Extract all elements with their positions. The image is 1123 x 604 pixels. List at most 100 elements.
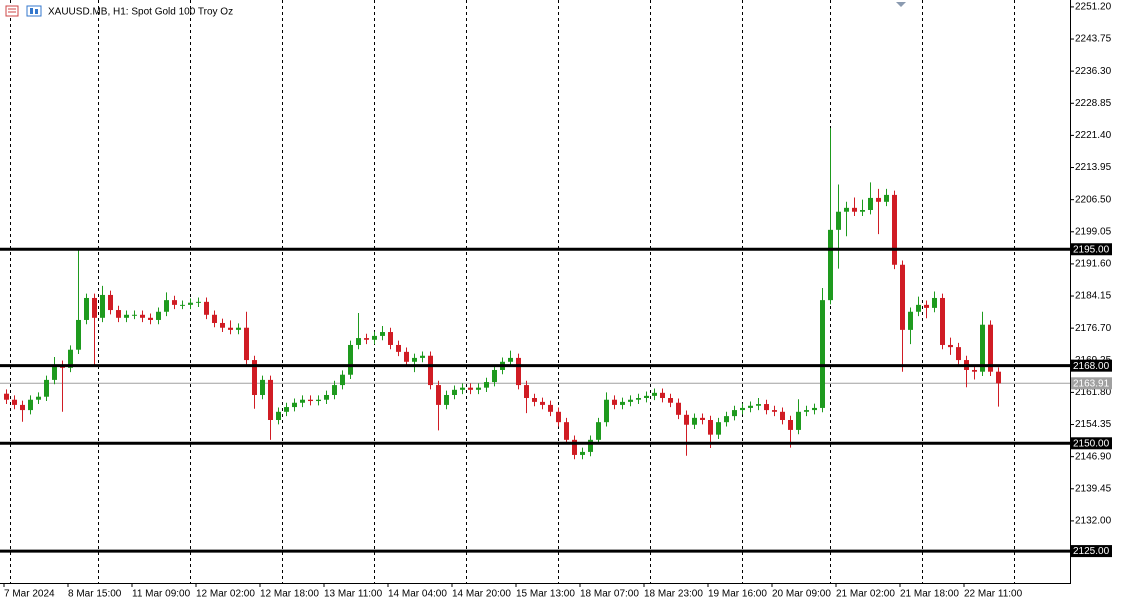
candle-body — [956, 347, 961, 361]
candle-body — [428, 355, 433, 386]
candle-body — [588, 439, 593, 452]
candle-body — [132, 314, 137, 316]
candle-body — [92, 297, 97, 318]
candle-body — [516, 357, 521, 386]
x-tick-label: 18 Mar 23:00 — [644, 589, 703, 600]
candle-body — [332, 385, 337, 395]
candle-body — [380, 332, 385, 336]
candle-body — [308, 399, 313, 402]
last-price-label: 2163.91 — [1073, 378, 1110, 389]
candle-body — [564, 422, 569, 440]
candle-body — [148, 317, 153, 320]
candle-body — [52, 364, 57, 380]
period-separators — [10, 0, 1015, 583]
candle-body — [356, 338, 361, 345]
candle-body — [252, 360, 257, 395]
y-tick-label: 2199.05 — [1075, 226, 1112, 237]
y-tick-label: 2236.30 — [1075, 66, 1112, 77]
candle-body — [12, 399, 17, 405]
shift-marker[interactable] — [896, 2, 906, 7]
candle-body — [868, 197, 873, 211]
candle-body — [980, 324, 985, 372]
candle-body — [396, 344, 401, 352]
candle-body — [580, 451, 585, 455]
candle-body — [268, 379, 273, 421]
candle-body — [796, 411, 801, 430]
candle-body — [820, 300, 825, 408]
level-label: 2125.00 — [1073, 546, 1110, 557]
candle-body — [692, 417, 697, 425]
candle-body — [316, 399, 321, 402]
candle-body — [524, 385, 529, 399]
candle-body — [540, 401, 545, 405]
candle-body — [44, 379, 49, 397]
x-tick-label: 18 Mar 07:00 — [580, 589, 639, 600]
candle-body — [36, 396, 41, 400]
y-tick-label: 2243.75 — [1075, 34, 1112, 45]
candle-body — [900, 264, 905, 330]
candle-body — [388, 332, 393, 345]
candle-body — [708, 420, 713, 435]
x-tick-label: 14 Mar 04:00 — [388, 589, 447, 600]
candle-body — [828, 229, 833, 301]
candle-body — [484, 382, 489, 388]
x-tick-label: 19 Mar 16:00 — [708, 589, 767, 600]
candle-body — [420, 355, 425, 358]
x-tick-label: 8 Mar 15:00 — [68, 589, 122, 600]
candle-body — [364, 338, 369, 340]
candle-body — [276, 411, 281, 421]
level-label-box — [1071, 359, 1112, 372]
candle-body — [404, 351, 409, 362]
y-tick-label: 2176.70 — [1075, 323, 1112, 334]
candle-body — [116, 310, 121, 318]
x-tick-label: 12 Mar 02:00 — [196, 589, 255, 600]
candle-body — [452, 389, 457, 395]
candle-body — [988, 324, 993, 372]
candle-body — [812, 407, 817, 411]
level-label: 2168.00 — [1073, 361, 1110, 372]
level-label-box — [1071, 243, 1112, 256]
candle-body — [340, 374, 345, 386]
candle-body — [660, 392, 665, 399]
candle-body — [844, 207, 849, 212]
x-tick-label: 11 Mar 09:00 — [132, 589, 191, 600]
candle-body — [908, 311, 913, 330]
candle-body — [68, 349, 73, 368]
y-tick-label: 2213.95 — [1075, 162, 1112, 173]
candle-body — [140, 314, 145, 318]
candle-body — [740, 407, 745, 411]
candle-body — [724, 416, 729, 423]
candle-body — [444, 394, 449, 405]
y-tick-label: 2132.00 — [1075, 516, 1112, 527]
x-tick-label: 15 Mar 13:00 — [516, 589, 575, 600]
chart-title: XAUUSD.MB, H1: Spot Gold 100 Troy Oz — [48, 7, 233, 18]
candle-body — [716, 422, 721, 435]
x-tick-label: 14 Mar 20:00 — [452, 589, 511, 600]
candle-body — [836, 211, 841, 230]
candle-body — [924, 304, 929, 308]
last-price-box — [1071, 377, 1112, 390]
level-label-box — [1071, 437, 1112, 450]
candle-body — [972, 369, 977, 372]
candle-body — [196, 301, 201, 303]
candle-body — [572, 439, 577, 455]
candle-body — [948, 344, 953, 348]
candle-body — [548, 404, 553, 412]
symbol-icon — [26, 5, 42, 17]
candle-body — [108, 294, 113, 311]
candle-body — [236, 327, 241, 330]
x-tick-label: 12 Mar 18:00 — [260, 589, 319, 600]
candle-body — [372, 335, 377, 340]
candle-body — [4, 393, 9, 400]
candle-body — [300, 399, 305, 403]
y-tick-label: 2154.35 — [1075, 419, 1112, 430]
candle-body — [204, 301, 209, 315]
level-label: 2195.00 — [1073, 244, 1110, 255]
x-tick-label: 22 Mar 11:00 — [964, 589, 1023, 600]
candle-body — [28, 399, 33, 411]
candle-body — [996, 371, 1001, 384]
y-tick-label: 2161.80 — [1075, 387, 1112, 398]
candle-body — [612, 399, 617, 405]
candle-body — [892, 194, 897, 265]
